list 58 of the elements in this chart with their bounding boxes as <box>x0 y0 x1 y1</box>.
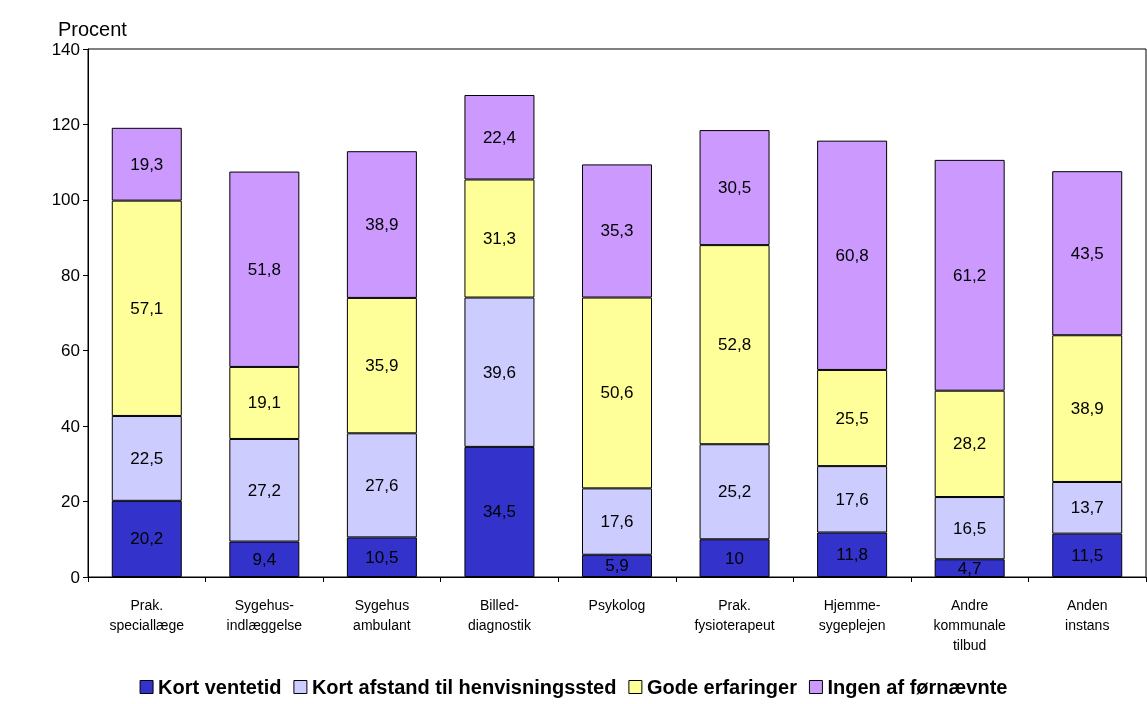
data-label: 9,4 <box>252 549 277 569</box>
data-label: 30,5 <box>718 178 752 198</box>
x-tick-label: Billed- diagnostik <box>467 597 532 633</box>
y-tick-label: 100 <box>51 190 80 210</box>
y-tick-label: 60 <box>61 341 80 361</box>
y-tick-label: 40 <box>61 416 80 436</box>
data-label: 10 <box>725 548 745 568</box>
data-label: 61,2 <box>953 265 987 285</box>
data-label: 35,9 <box>365 356 399 376</box>
data-label: 60,8 <box>835 245 869 265</box>
data-label: 20,2 <box>130 529 164 549</box>
data-label: 27,6 <box>365 475 399 495</box>
data-label: 16,5 <box>953 518 987 538</box>
data-label: 51,8 <box>247 259 281 279</box>
y-tick-label: 0 <box>70 567 80 587</box>
y-tick-label: 20 <box>61 492 80 512</box>
data-label: 22,4 <box>482 127 516 147</box>
legend-label: Ingen af førnævnte <box>827 676 1008 698</box>
x-tick-label: Andre kommunale tilbud <box>933 597 1007 653</box>
legend-label: Kort ventetid <box>158 676 282 698</box>
y-tick-label: 140 <box>51 39 80 59</box>
legend-label: Kort afstand til henvisningssted <box>311 676 617 698</box>
data-label: 22,5 <box>130 448 164 468</box>
y-tick-label: 120 <box>51 114 80 134</box>
data-label: 10,5 <box>365 547 399 567</box>
data-label: 27,2 <box>247 480 281 500</box>
data-label: 25,5 <box>835 408 869 428</box>
data-label: 4,7 <box>957 558 982 578</box>
x-tick-label: Sygehus ambulant <box>353 597 411 633</box>
y-tick-label: 80 <box>61 265 80 285</box>
data-label: 39,6 <box>482 362 516 382</box>
x-tick-label: Prak. speciallæge <box>109 597 185 633</box>
data-label: 50,6 <box>600 383 634 403</box>
data-label: 17,6 <box>835 489 869 509</box>
data-label: 25,2 <box>718 482 752 502</box>
legend-label: Gode erfaringer <box>646 676 798 698</box>
data-label: 38,9 <box>1070 399 1104 419</box>
data-label: 34,5 <box>482 502 516 522</box>
data-label: 11,5 <box>1071 545 1104 565</box>
data-label: 13,7 <box>1070 498 1104 518</box>
data-label: 19,1 <box>247 393 281 413</box>
data-label: 38,9 <box>365 215 399 235</box>
data-label: 17,6 <box>600 512 634 532</box>
x-tick-label: Sygehus- indlæggelse <box>226 597 303 633</box>
data-label: 31,3 <box>482 229 516 249</box>
x-tick-label: Hjemme- sygeplejen <box>818 597 886 633</box>
data-label: 57,1 <box>130 298 164 318</box>
y-axis-title: Procent <box>58 18 128 40</box>
data-label: 11,8 <box>836 545 869 565</box>
data-label: 52,8 <box>718 335 752 355</box>
data-label: 35,3 <box>600 221 634 241</box>
x-tick-label: Anden instans <box>1065 597 1110 633</box>
data-label: 5,9 <box>605 556 629 576</box>
data-label: 28,2 <box>953 434 987 454</box>
data-label: 43,5 <box>1070 243 1104 263</box>
x-tick-label: Prak. fysioterapeut <box>694 597 775 633</box>
x-tick-label: Psykolog <box>588 597 646 613</box>
data-label: 19,3 <box>130 154 164 174</box>
